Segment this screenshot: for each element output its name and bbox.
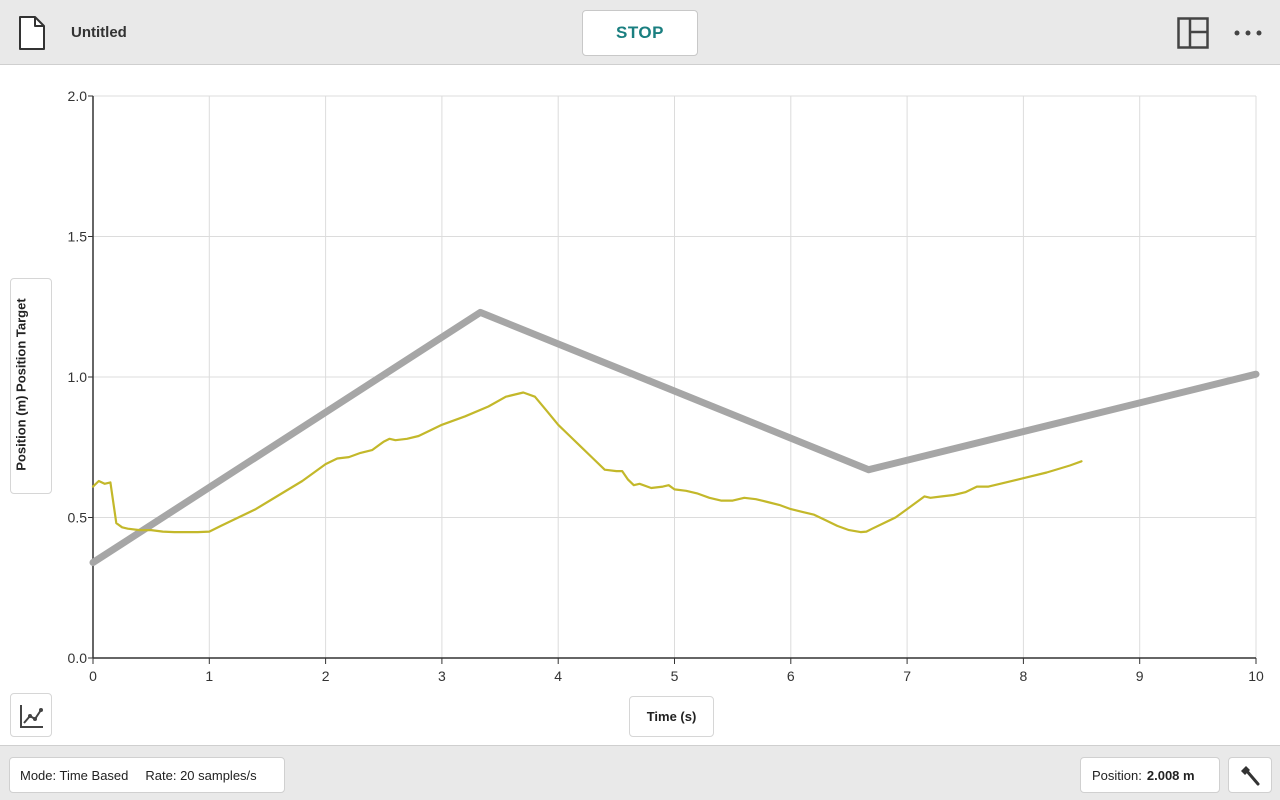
y-tick-label: 1.0 (68, 369, 88, 385)
x-tick-label: 9 (1136, 668, 1144, 684)
series-position-target (89, 308, 1260, 566)
chart-series (89, 308, 1260, 566)
x-tick-label: 2 (322, 668, 330, 684)
x-tick-label: 8 (1020, 668, 1028, 684)
y-axis-label-button[interactable] (10, 278, 52, 494)
x-tick-label: 7 (903, 668, 911, 684)
tools-button[interactable] (1228, 757, 1272, 793)
position-meter-value: 2.008 m (1146, 767, 1195, 783)
y-tick-label: 0.5 (68, 510, 88, 526)
position-chart[interactable]: 0 1 2 3 4 5 6 7 8 9 10 0.0 0.5 1.0 1.5 2.0 (0, 65, 1280, 745)
position-meter[interactable]: Position: 2.008 m (1080, 757, 1220, 793)
y-tick-label: 0.0 (68, 650, 88, 666)
wrench-icon (1241, 766, 1260, 786)
data-collection-settings[interactable]: Mode: Time Based Rate: 20 samples/s (9, 757, 285, 793)
document-icon[interactable] (18, 16, 46, 50)
stop-button[interactable]: STOP (582, 10, 698, 56)
x-axis-label-button[interactable]: Time (s) (629, 696, 714, 737)
x-tick-label: 3 (438, 668, 446, 684)
series-position (91, 391, 1083, 534)
graph-panel: 0 1 2 3 4 5 6 7 8 9 10 0.0 0.5 1.0 1.5 2.0 (0, 65, 1280, 745)
y-tick-label: 2.0 (68, 88, 88, 104)
chart-grid (93, 95, 1257, 658)
chart-tick-labels: 0 1 2 3 4 5 6 7 8 9 10 0.0 0.5 1.0 1.5 2.0 (68, 88, 1264, 684)
bottom-bar: Mode: Time Based Rate: 20 samples/s Posi… (0, 745, 1280, 800)
top-bar: Untitled STOP (0, 0, 1280, 65)
graph-tools-button[interactable] (10, 693, 52, 737)
chart-axes (88, 95, 1257, 664)
document-title[interactable]: Untitled (71, 24, 127, 41)
graph-tools-icon (20, 705, 43, 728)
x-tick-label: 5 (671, 668, 679, 684)
x-tick-label: 10 (1248, 668, 1264, 684)
layout-icon[interactable] (1177, 17, 1209, 49)
more-options-icon[interactable] (1232, 24, 1264, 42)
x-tick-label: 1 (205, 668, 213, 684)
x-tick-label: 4 (554, 668, 562, 684)
x-tick-label: 0 (89, 668, 97, 684)
mode-label: Mode: Time Based (20, 767, 129, 783)
x-tick-label: 6 (787, 668, 795, 684)
y-axis-label: Position (m) Position Target (13, 298, 29, 471)
rate-label: Rate: 20 samples/s (145, 767, 257, 783)
y-tick-label: 1.5 (68, 229, 88, 245)
position-meter-label: Position: (1092, 767, 1142, 783)
